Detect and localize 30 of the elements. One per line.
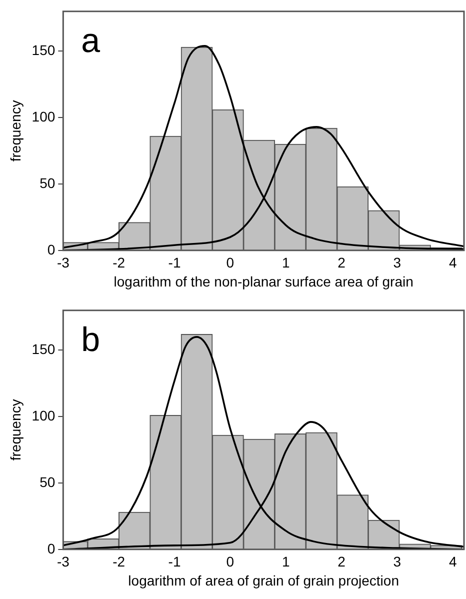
y-axis-title: frequency [7, 399, 24, 461]
y-tick-label: 100 [32, 407, 56, 424]
x-tick-label: 1 [282, 554, 290, 570]
x-axis-title: logarithm of area of grain of grain projection [128, 572, 399, 588]
y-axis-title: frequency [7, 100, 24, 162]
y-tick-label: 150 [32, 42, 56, 58]
x-tick-label: 3 [393, 554, 402, 570]
x-tick-label: -1 [168, 554, 181, 570]
x-tick-label: 4 [448, 554, 457, 570]
x-tick-label: -2 [112, 554, 126, 570]
chart-title: b [81, 320, 100, 359]
y-tick-label: 50 [40, 474, 56, 490]
x-tick-label: 4 [448, 254, 457, 271]
x-tick-label: -2 [112, 254, 126, 271]
x-tick-label: 3 [393, 254, 402, 271]
y-tick-label: 0 [47, 241, 56, 258]
x-tick-label: -3 [56, 554, 70, 570]
y-tick-label: 50 [40, 174, 56, 191]
x-tick-label: -1 [168, 254, 181, 271]
x-tick-label: -3 [56, 254, 70, 271]
chart-title: a [81, 22, 100, 60]
x-tick-label: 2 [338, 554, 346, 570]
y-tick-label: 100 [32, 108, 56, 124]
y-tick-label: 0 [47, 540, 56, 556]
y-tick-label: 150 [32, 341, 56, 358]
x-tick-label: 0 [226, 254, 234, 271]
x-tick-label: 2 [338, 254, 346, 271]
x-axis-title: logarithm of the non-planar surface area of grain [114, 273, 414, 290]
x-tick-label: 1 [282, 254, 290, 271]
x-tick-label: 0 [226, 554, 234, 570]
